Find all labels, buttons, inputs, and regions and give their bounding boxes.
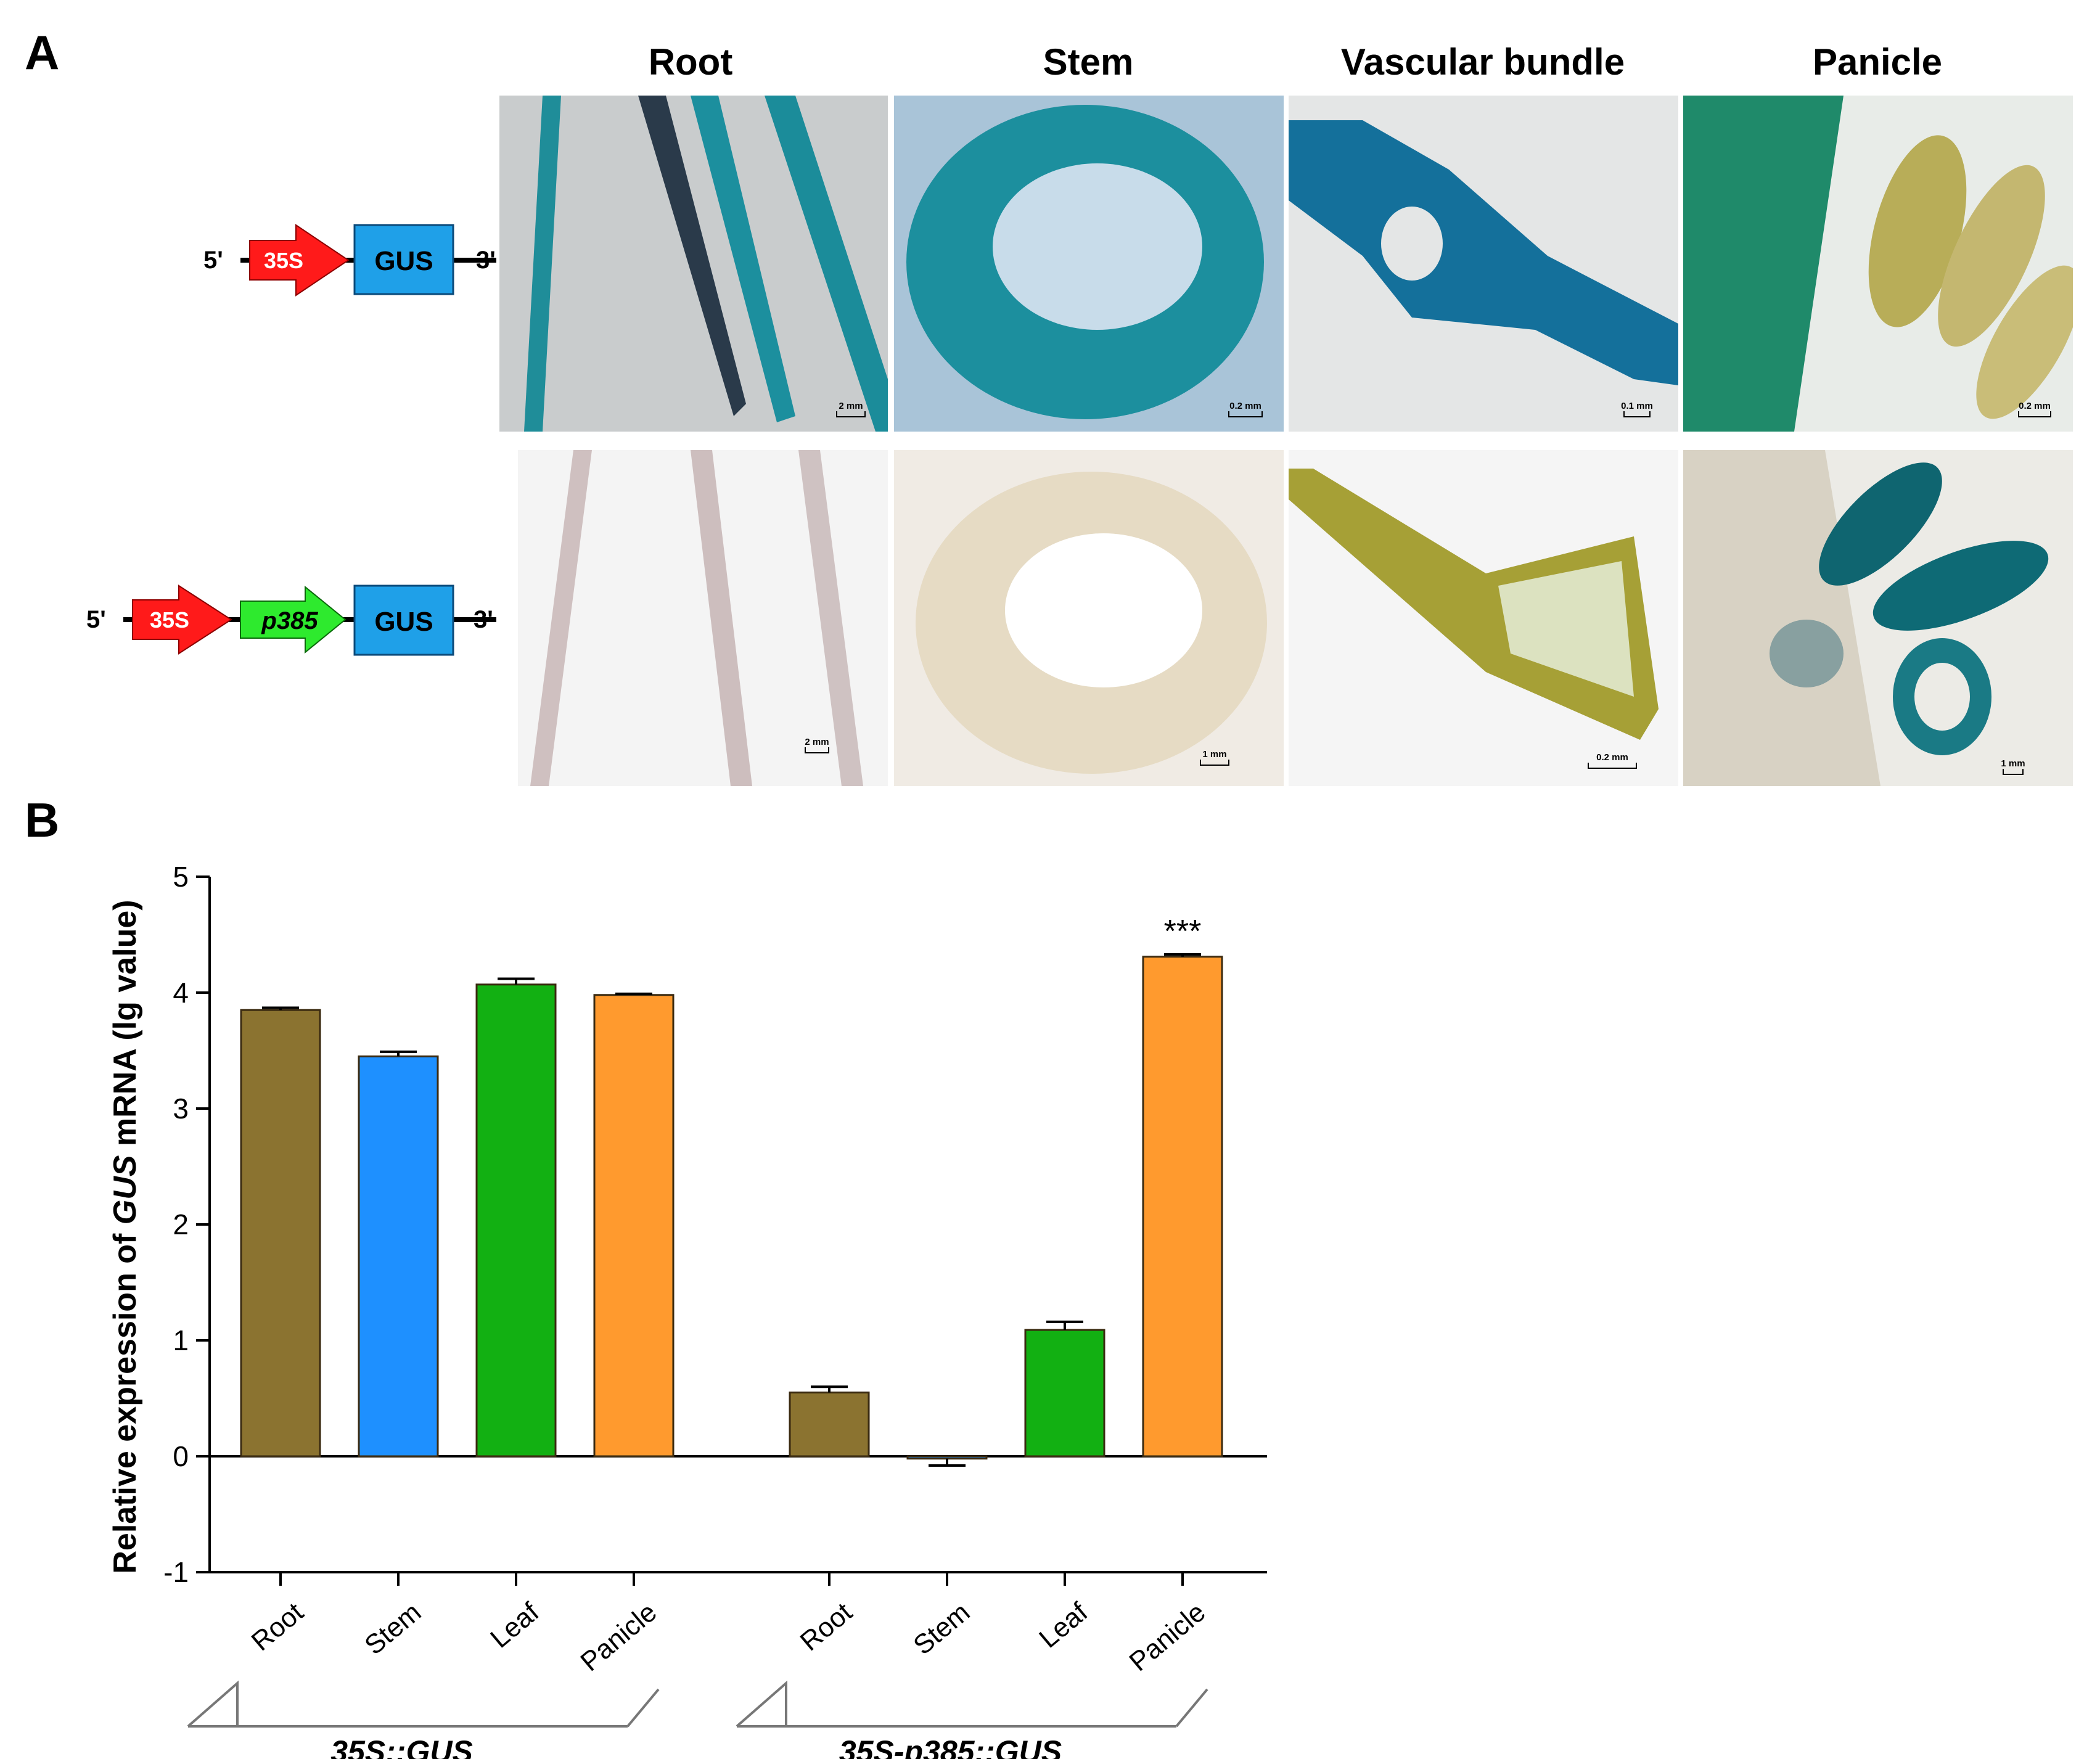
construct-35s-p385-gus: 5' 35S p385 GUS 3': [86, 580, 506, 663]
bar-0-stem: [358, 1055, 439, 1458]
photo-35s-p385-root: [518, 450, 888, 786]
x-tick-label: Leaf: [485, 1597, 545, 1654]
y-tick-label: 0: [173, 1440, 189, 1472]
photo-35s-vascular-bundle: [1289, 96, 1678, 432]
photo-35s-stem: [894, 96, 1284, 432]
photo-35s-panicle: [1683, 96, 2073, 432]
construct-35s-gus: 5' 35S GUS 3': [203, 219, 499, 302]
insert-arrow-p385: [240, 585, 347, 654]
bar-chart: -1 0 1 2 3 4 5 Relative expression of GUS mRNA …: [107, 861, 1267, 1759]
column-header-root: Root: [648, 41, 733, 83]
group-bracket: [626, 1688, 660, 1728]
y-tick-label: 5: [173, 861, 189, 893]
five-prime-label: 5': [86, 606, 106, 633]
three-prime-label: 3': [476, 247, 496, 274]
bar-1-leaf: [1024, 1329, 1105, 1458]
scale-bar: 0.2 mm: [2007, 401, 2062, 417]
promoter-arrow-35s: [132, 584, 232, 655]
photo-35s-root: [499, 96, 888, 432]
group-bracket: [736, 1680, 787, 1728]
x-tick-label: Root: [246, 1597, 310, 1657]
three-prime-label: 3': [474, 606, 493, 633]
significance-marker: ***: [1164, 914, 1202, 949]
y-tick-label: -1: [163, 1556, 189, 1588]
scale-bar: 2 mm: [792, 737, 842, 753]
gus-box: [353, 224, 454, 295]
x-tick-label: Panicle: [575, 1597, 662, 1677]
bar-0-panicle: [593, 994, 675, 1458]
group-bracket: [187, 1680, 239, 1728]
y-tick-label: 1: [173, 1324, 189, 1356]
y-tick-label: 4: [173, 977, 189, 1009]
bar-1-panicle: [1142, 956, 1223, 1458]
y-tick-label: 2: [173, 1208, 189, 1240]
scale-bar: 0.2 mm: [1218, 401, 1273, 417]
scale-bar: 0.1 mm: [1609, 401, 1665, 417]
x-tick-label: Leaf: [1033, 1597, 1094, 1654]
group-label: 35S-p385::GUS: [839, 1734, 1062, 1759]
bar-0-leaf: [475, 983, 557, 1458]
x-tick-label: Panicle: [1123, 1597, 1211, 1677]
y-axis-label: Relative expression of GUS mRNA (lg valu…: [107, 900, 143, 1573]
bar-1-root: [789, 1392, 870, 1458]
insert-label: p385: [261, 607, 318, 634]
photo-35s-p385-panicle: [1683, 450, 2073, 786]
panel-a-letter: A: [25, 25, 60, 80]
x-tick-label: Stem: [359, 1597, 427, 1661]
gus-label: GUS: [374, 607, 433, 637]
group-label: 35S::GUS: [330, 1734, 473, 1759]
group-bracket: [1175, 1688, 1208, 1728]
panel-b-letter: B: [25, 793, 60, 847]
promoter-label: 35S: [264, 248, 303, 273]
bar-1-stem: [906, 1455, 988, 1460]
x-tick-label: Stem: [908, 1597, 975, 1661]
photo-35s-p385-stem: [894, 450, 1284, 786]
photo-35s-p385-vascular-bundle: [1289, 450, 1678, 786]
column-header-panicle: Panicle: [1812, 41, 1943, 83]
scale-bar: 1 mm: [1988, 758, 2038, 775]
scale-bar: 0.2 mm: [1585, 752, 1640, 769]
y-tick-label: 3: [173, 1093, 189, 1125]
x-tick-label: Root: [795, 1597, 858, 1657]
five-prime-label: 5': [203, 247, 223, 274]
promoter-label: 35S: [150, 607, 189, 633]
column-header-vascular-bundle: Vascular bundle: [1340, 41, 1625, 83]
bar-0-root: [240, 1009, 321, 1458]
gus-box: [353, 584, 454, 656]
scale-bar: 2 mm: [826, 401, 876, 417]
gus-label: GUS: [374, 246, 433, 276]
scale-bar: 1 mm: [1190, 749, 1239, 766]
promoter-arrow-35s: [249, 224, 350, 297]
column-header-stem: Stem: [1043, 41, 1134, 83]
